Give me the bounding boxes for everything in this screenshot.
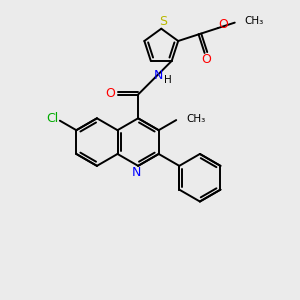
Text: O: O: [218, 18, 228, 31]
Text: O: O: [105, 87, 115, 100]
Text: O: O: [202, 53, 212, 66]
Text: S: S: [159, 15, 167, 28]
Text: CH₃: CH₃: [244, 16, 264, 26]
Text: Cl: Cl: [46, 112, 58, 125]
Text: N: N: [131, 166, 141, 179]
Text: N: N: [154, 69, 164, 82]
Text: H: H: [164, 75, 172, 85]
Text: CH₃: CH₃: [186, 114, 206, 124]
